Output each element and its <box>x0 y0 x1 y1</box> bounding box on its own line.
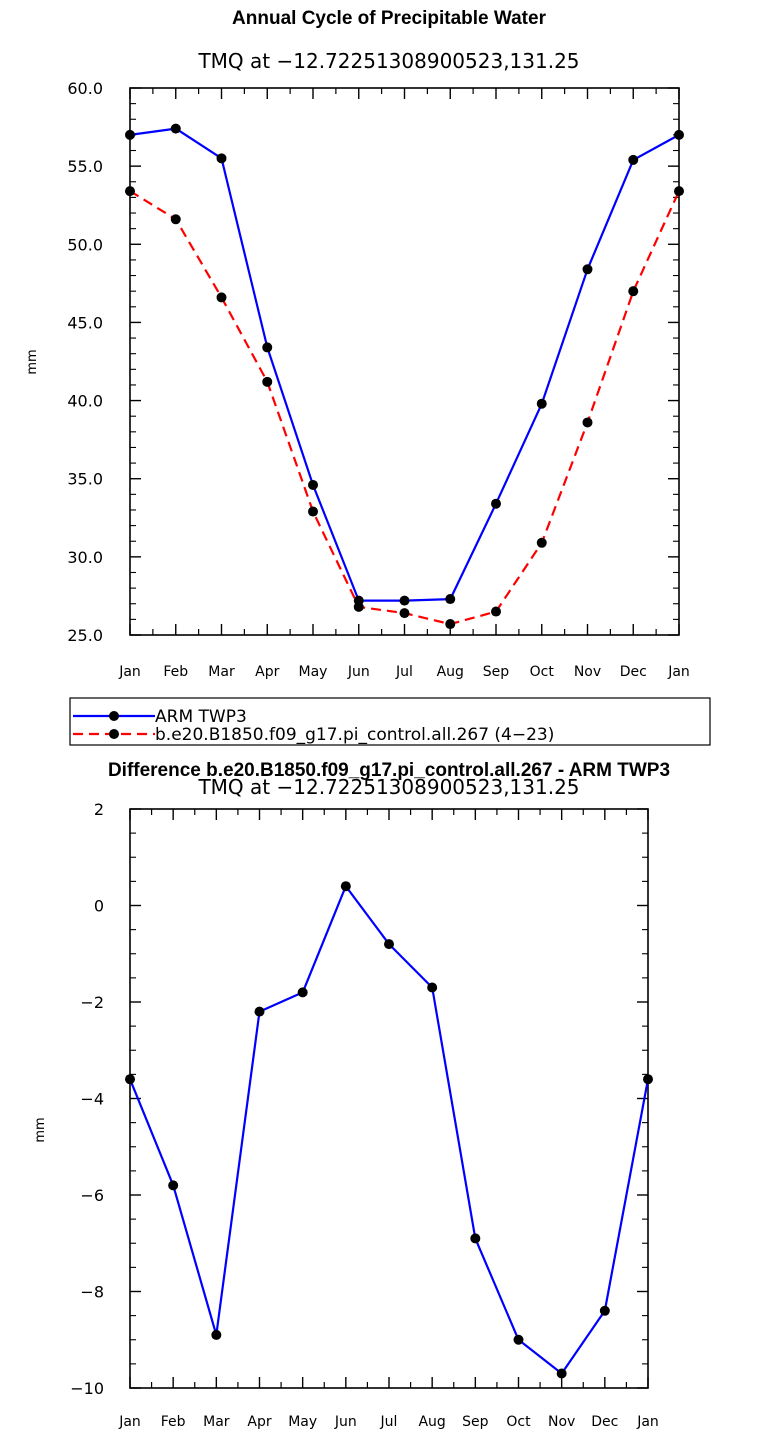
chart-1-series-2-point <box>582 417 593 428</box>
x-tick-label: May <box>288 1414 317 1430</box>
chart-1-series-2-point <box>262 376 273 387</box>
x-tick-label: Dec <box>591 1414 618 1430</box>
y-tick-label: 60.0 <box>67 79 103 98</box>
y-tick-label: 55.0 <box>67 157 103 176</box>
x-tick-label: Jun <box>347 664 370 680</box>
legend-label-model: b.e20.B1850.f09_g17.pi_control.all.267 (… <box>155 725 554 745</box>
chart-1-series-2-point <box>674 186 684 197</box>
chart-2-series-1-point <box>599 1305 610 1316</box>
chart-2-series-1-point <box>470 1233 481 1244</box>
chart-1-subtitle: TMQ at −12.72251308900523,131.25 <box>197 49 579 73</box>
chart-2-series-1-point <box>427 982 438 993</box>
chart-1-series-1-point <box>445 594 456 605</box>
y-tick-label: 50.0 <box>67 235 103 254</box>
x-tick-label: Feb <box>163 664 188 680</box>
legend-label-arm-twp3: ARM TWP3 <box>155 707 247 727</box>
chart-1-title: Annual Cycle of Precipitable Water <box>232 8 547 29</box>
chart-1-series-1-point <box>216 153 227 164</box>
chart-1-series-1-point <box>125 129 135 140</box>
x-tick-label: Jan <box>118 1414 141 1430</box>
x-tick-label: May <box>299 664 328 680</box>
chart-1-plot: Jan Feb Mar Apr May Jun Jul Aug Sep Oct Nov Dec Jan 2… <box>67 79 689 680</box>
x-tick-label: Jun <box>334 1414 357 1430</box>
x-tick-label: Aug <box>437 664 464 680</box>
chart-2-series-1-point <box>643 1074 653 1085</box>
y-tick-label: −2 <box>80 993 104 1012</box>
chart-1-series-1-point <box>536 398 547 409</box>
chart-1-series-2-point <box>491 606 501 617</box>
chart-2-series-1-point <box>340 881 351 892</box>
y-tick-label: −4 <box>80 1090 104 1109</box>
chart-2-series-1-point <box>384 939 394 950</box>
chart-2-y-axis-label: mm <box>33 1117 48 1142</box>
chart-2-series-1-point <box>297 987 308 998</box>
x-tick-label: Jan <box>118 664 141 680</box>
chart-1-series-2-point <box>536 537 547 548</box>
chart-1-series-1-point <box>262 342 273 353</box>
chart-2-series-1-line <box>128 885 650 1375</box>
chart-1-series-2-point <box>628 286 639 297</box>
x-tick-label: Apr <box>247 1414 271 1430</box>
y-tick-label: 45.0 <box>67 313 103 332</box>
y-tick-label: 30.0 <box>67 548 103 567</box>
x-tick-label: Nov <box>574 664 601 680</box>
chart-2-series-1-point <box>254 1006 265 1017</box>
chart-1-series-2-line <box>129 190 681 626</box>
chart-1-series-1-point <box>674 129 684 140</box>
chart-2-series-1-point <box>211 1329 222 1340</box>
x-tick-label: Mar <box>208 664 235 680</box>
chart-1-series-2-point <box>353 601 364 612</box>
chart-1-series-2-point <box>125 186 135 197</box>
chart-1-series-1-point <box>582 264 593 275</box>
chart-1-series-1-point <box>308 479 318 490</box>
chart-1-series-2-point <box>399 608 410 619</box>
chart-2-title: Difference b.e20.B1850.f09_g17.pi_contro… <box>108 760 670 781</box>
x-tick-label: Aug <box>418 1414 445 1430</box>
chart-1-series-1-point <box>628 154 639 165</box>
legend-marker-arm-twp3 <box>109 711 119 721</box>
chart-2-plot: Jan Feb Mar Apr May Jun Jul Aug Sep Oct Nov Dec Jan−… <box>70 800 659 1430</box>
chart-2-series-1-point <box>125 1074 135 1085</box>
chart-1-series-2-point <box>308 506 318 517</box>
chart-2-subtitle: TMQ at −12.72251308900523,131.25 <box>197 775 579 799</box>
chart-1-series-2-point <box>445 619 456 630</box>
y-tick-label: 35.0 <box>67 470 103 489</box>
chart-1-series-1-line <box>129 127 680 602</box>
x-tick-label: Jul <box>380 1414 398 1430</box>
chart-1-series-1-point <box>491 498 501 509</box>
legend-marker-model <box>109 729 119 739</box>
x-tick-label: Dec <box>620 664 647 680</box>
x-tick-label: Feb <box>161 1414 186 1430</box>
x-tick-label: Oct <box>530 664 555 680</box>
x-tick-label: Apr <box>255 664 279 680</box>
y-tick-label: 40.0 <box>67 392 103 411</box>
chart-1-series-1-point <box>170 123 181 134</box>
chart-1-y-axis-label: mm <box>25 349 40 374</box>
y-tick-label: 2 <box>94 800 104 819</box>
chart-2-series-1-point <box>513 1334 524 1345</box>
x-tick-label: Sep <box>483 664 510 680</box>
x-tick-label: Oct <box>506 1414 531 1430</box>
chart-1-frame <box>129 87 680 636</box>
x-tick-label: Jul <box>395 664 413 680</box>
y-tick-label: −8 <box>80 1283 104 1302</box>
x-tick-label: Mar <box>203 1414 230 1430</box>
chart-1-series-2-point <box>216 292 227 303</box>
x-tick-label: Nov <box>548 1414 575 1430</box>
x-tick-label: Jan <box>667 664 690 680</box>
y-tick-label: 25.0 <box>67 626 103 645</box>
y-tick-label: 0 <box>94 897 104 916</box>
x-tick-label: Sep <box>462 1414 489 1430</box>
chart-1-legend: ARM TWP3 b.e20.B1850.f09_g17.pi_control.… <box>69 697 711 746</box>
chart-1-series-1-point <box>399 595 410 606</box>
x-tick-label: Jan <box>636 1414 659 1430</box>
chart-1-series-2-point <box>170 214 181 225</box>
chart-2-series-1-point <box>556 1368 567 1379</box>
y-tick-label: −10 <box>70 1379 104 1398</box>
chart-2-series-1-point <box>168 1180 179 1191</box>
y-tick-label: −6 <box>80 1186 104 1205</box>
legend-box <box>69 697 711 746</box>
